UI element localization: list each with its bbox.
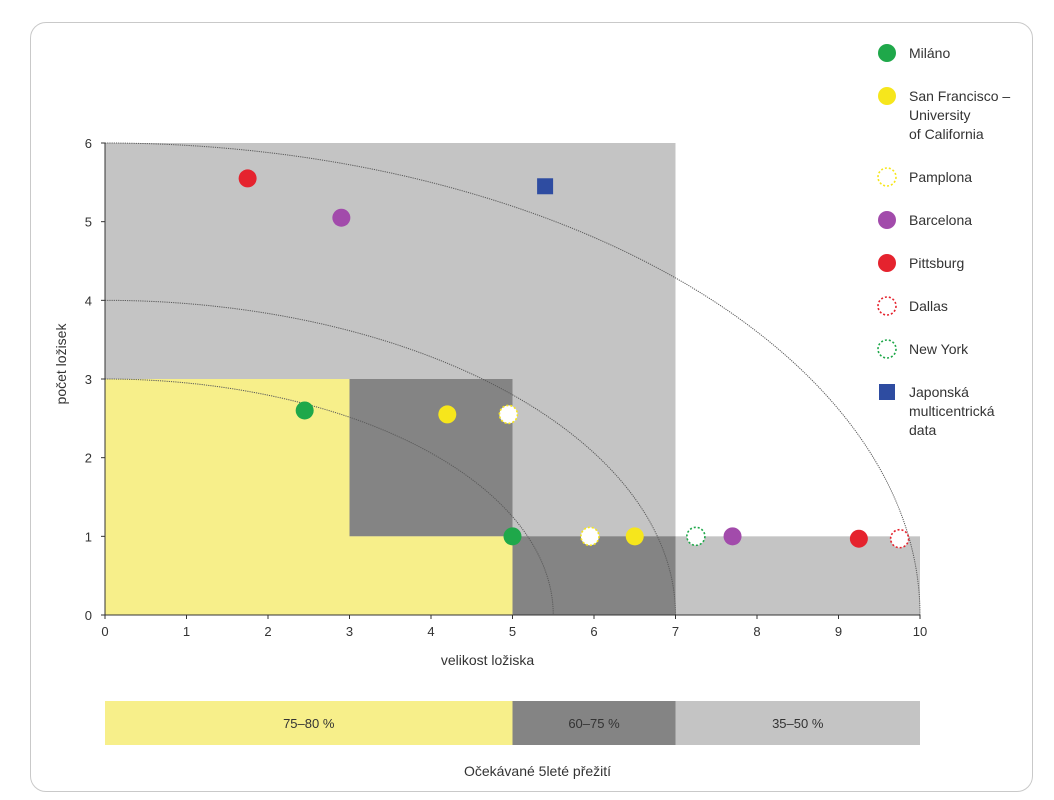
y-axis-label: počet ložisek	[53, 323, 69, 405]
legend-label-4: Pittsburg	[909, 255, 964, 271]
point-series-1	[625, 527, 644, 546]
legend-label-5: Dallas	[909, 298, 948, 314]
x-tick-label: 7	[672, 624, 679, 639]
survival-regions	[105, 143, 920, 615]
point-series-0	[295, 401, 314, 420]
x-tick-label: 4	[427, 624, 434, 639]
survival-segment-0	[105, 701, 513, 745]
point-series-6	[686, 526, 706, 547]
legend-marker-6	[877, 339, 897, 359]
region-4	[105, 379, 350, 615]
survival-bar: 75–80 % 60–75 % 35–50 % Očekávané 5leté pře…	[105, 701, 920, 779]
reference-arcs	[104, 142, 921, 616]
point-series-3	[723, 527, 742, 546]
y-tick-label: 2	[85, 451, 92, 466]
legend-label-7: Japonská	[909, 384, 969, 400]
region-3	[512, 536, 676, 615]
legend-label-1: San Francisco –	[909, 88, 1010, 104]
legend-label-3: Barcelona	[909, 212, 972, 228]
x-tick-label: 3	[346, 624, 353, 639]
axes: 0 1 2 3 4 5 6 7 8 9 10 0 1 2 3 4 5 6 velikost ložiska počet…	[53, 136, 927, 668]
x-tick-label: 8	[753, 624, 760, 639]
legend-marker-5	[877, 296, 897, 316]
point-series-0	[503, 527, 522, 546]
point-series-4	[238, 169, 257, 188]
legend-marker-0	[878, 44, 896, 62]
legend-label-7: data	[909, 422, 936, 438]
legend-marker-2	[877, 167, 897, 187]
legend-label-6: New York	[909, 341, 969, 357]
region-5	[349, 536, 513, 615]
point-series-2	[580, 526, 600, 547]
x-tick-label: 10	[913, 624, 927, 639]
survival-segment-1	[512, 701, 676, 745]
region-2	[349, 379, 513, 537]
survival-segment-label-2: 35–50 %	[772, 716, 824, 731]
legend-marker-4	[878, 254, 896, 272]
x-tick-label: 9	[835, 624, 842, 639]
point-series-4	[849, 529, 868, 548]
y-tick-label: 3	[85, 372, 92, 387]
y-tick-label: 4	[85, 293, 92, 308]
legend-label-0: Miláno	[909, 45, 950, 61]
region-1	[675, 536, 920, 615]
y-tick-label: 6	[85, 136, 92, 151]
x-axis-label: velikost ložiska	[441, 652, 535, 668]
x-tick-label: 5	[509, 624, 516, 639]
data-points	[238, 169, 910, 549]
legend-label-2: Pamplona	[909, 169, 972, 185]
legend-marker-7	[879, 384, 895, 400]
survival-segment-label-1: 60–75 %	[568, 716, 620, 731]
x-tick-label: 6	[590, 624, 597, 639]
arc-2	[104, 142, 921, 616]
point-series-1	[438, 405, 457, 424]
legend: Miláno San Francisco – University of Califo…	[877, 44, 1010, 438]
survival-bar-title: Očekávané 5leté přežití	[464, 763, 611, 779]
y-tick-label: 0	[85, 608, 92, 623]
x-tick-label: 0	[101, 624, 108, 639]
legend-label-1: of California	[909, 126, 984, 142]
point-series-2	[498, 404, 519, 425]
y-tick-label: 5	[85, 215, 92, 230]
legend-marker-3	[878, 211, 896, 229]
x-tick-label: 2	[264, 624, 271, 639]
legend-label-1: University	[909, 107, 970, 123]
legend-marker-1	[878, 87, 896, 105]
survival-segment-label-0: 75–80 %	[283, 716, 335, 731]
point-series-3	[332, 208, 351, 227]
point-series-7	[537, 178, 554, 195]
y-tick-label: 1	[85, 529, 92, 544]
arc-0	[104, 378, 554, 616]
x-tick-label: 1	[183, 624, 190, 639]
survival-segment-2	[675, 701, 920, 745]
legend-label-7: multicentrická	[909, 403, 995, 419]
point-series-5	[889, 528, 910, 549]
